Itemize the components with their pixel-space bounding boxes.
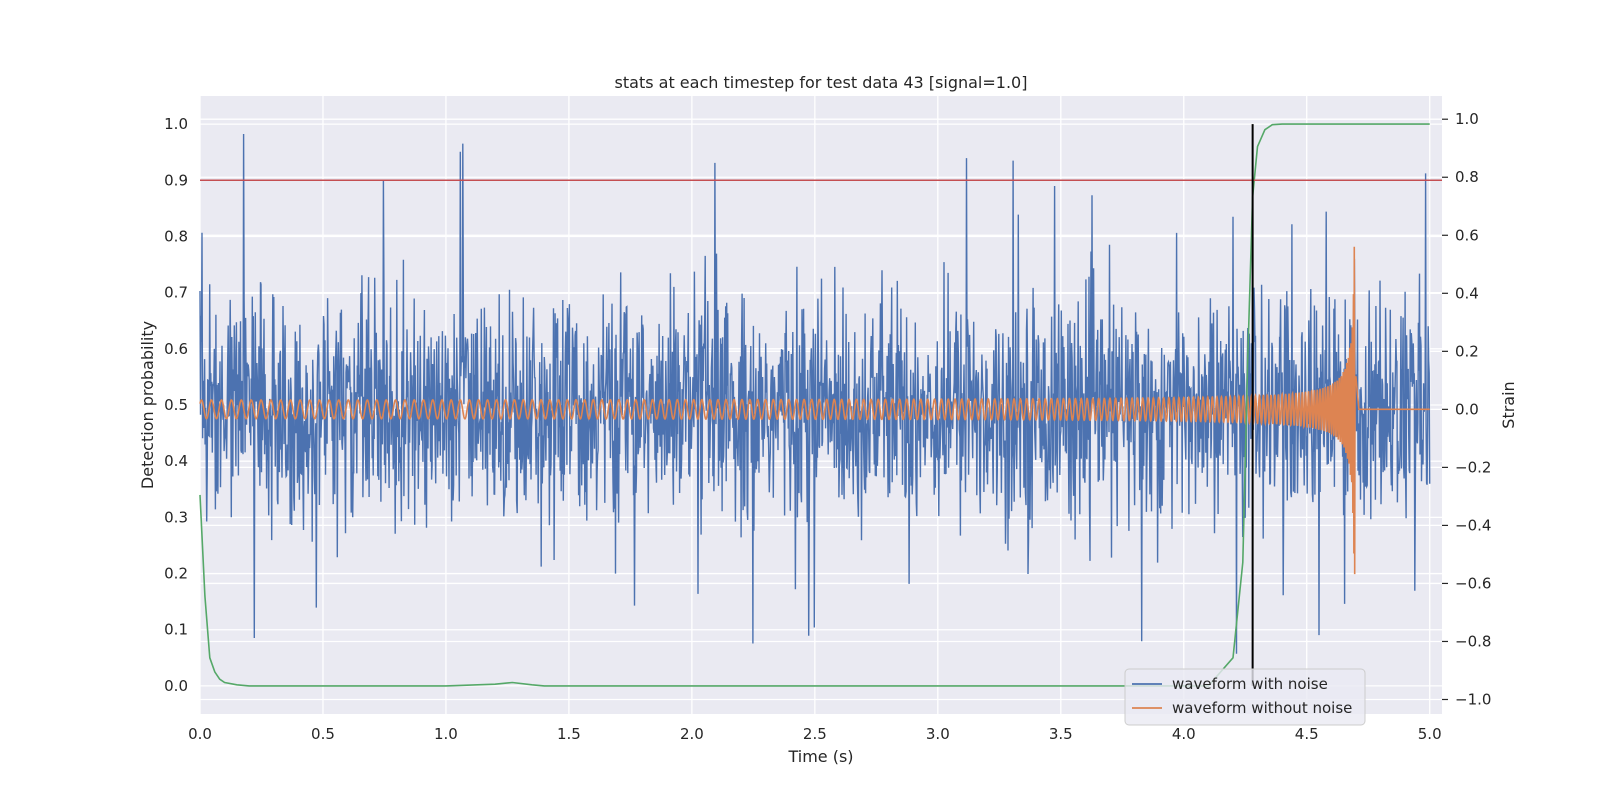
series-waveform-with-noise [199,133,1431,654]
x-tick-label-7: 3.5 [1049,725,1073,743]
y-axis-label-right: Strain [1499,381,1518,428]
y-tick-label-left-9: 0.9 [164,171,188,189]
legend-box [1124,668,1366,726]
y-tick-label-left-3: 0.3 [164,508,188,526]
x-tick-label-3: 1.5 [557,725,581,743]
chart-title: stats at each timestep for test data 43 … [615,73,1028,92]
ticks: 0.0 0.5 1.0 1.5 2.0 2.5 3.0 3.5 4.0 4.5 5.0 0.0 0.1 0… [164,110,1491,743]
y-tick-label-left-7: 0.7 [164,284,188,302]
legend: waveform with noise waveform without noi… [1124,668,1366,726]
x-tick-label-5: 2.5 [803,725,827,743]
y-tick-label-right-9: 0.8 [1455,168,1479,186]
x-tick-label-10: 5.0 [1418,725,1442,743]
y-tick-label-right-7: 0.4 [1455,284,1479,302]
y-tick-label-right-5: 0.0 [1455,400,1479,418]
y-tick-label-right-1: −0.8 [1455,632,1491,650]
series-detection-probability [199,123,1430,687]
y-tick-label-left-4: 0.4 [164,452,188,470]
y-tick-label-right-3: −0.4 [1455,516,1491,534]
y-tick-label-left-5: 0.5 [164,396,188,414]
x-tick-label-6: 3.0 [926,725,950,743]
x-tick-label-9: 4.5 [1295,725,1319,743]
x-tick-label-1: 0.5 [311,725,335,743]
y-tick-label-left-6: 0.6 [164,340,188,358]
y-tick-label-right-6: 0.2 [1455,342,1479,360]
data-layer [199,123,1442,687]
y-tick-label-left-2: 0.2 [164,565,188,583]
y-axis-label-left: Detection probability [138,321,157,489]
legend-label-clean: waveform without noise [1172,699,1352,717]
x-tick-label-8: 4.0 [1172,725,1196,743]
y-tick-label-left-1: 0.1 [164,621,188,639]
y-tick-label-right-4: −0.2 [1455,458,1491,476]
x-tick-label-0: 0.0 [188,725,212,743]
y-tick-label-left-0: 0.0 [164,677,188,695]
x-axis-label: Time (s) [787,747,853,766]
x-tick-label-4: 2.0 [680,725,704,743]
y-tick-label-left-10: 1.0 [164,115,188,133]
x-tick-label-2: 1.0 [434,725,458,743]
legend-label-noise: waveform with noise [1172,675,1328,693]
series-waveform-without-noise [199,246,1430,575]
y-tick-label-left-8: 0.8 [164,227,188,245]
y-tick-label-right-8: 0.6 [1455,226,1479,244]
y-tick-label-right-0: −1.0 [1455,690,1491,708]
y-tick-label-right-2: −0.6 [1455,574,1491,592]
y-tick-label-right-10: 1.0 [1455,110,1479,128]
